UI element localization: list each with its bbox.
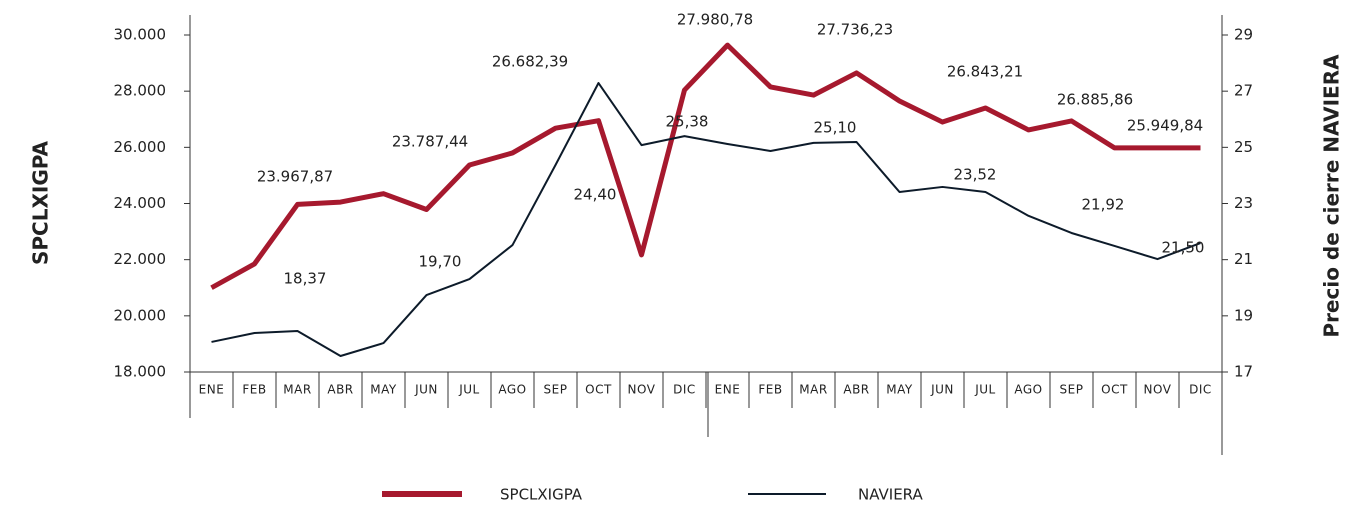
annotation: 19,70 (419, 253, 462, 271)
annotation: 26.682,39 (492, 53, 568, 71)
annotation: 25.949,84 (1127, 117, 1203, 135)
y2-axis-title: Precio de cierre NAVIERA (1320, 54, 1344, 338)
x-tick-label: SEP (544, 383, 568, 397)
x-tick-label: JUN (930, 383, 954, 397)
x-tick-label: AGO (1014, 383, 1042, 397)
x-tick-label: JUL (974, 383, 996, 397)
y-tick-label: 26.000 (114, 138, 167, 156)
x-tick-label: FEB (242, 383, 266, 397)
x-tick-label: MAR (799, 383, 827, 397)
y-tick-label: 18.000 (114, 363, 167, 381)
y2-tick-label: 23 (1234, 194, 1253, 212)
legend-label: NAVIERA (858, 486, 923, 504)
annotation: 26.843,21 (947, 63, 1023, 81)
y-tick-label: 20.000 (114, 306, 167, 324)
legend-label: SPCLXIGPA (500, 486, 583, 504)
x-tick-label: ENE (715, 383, 741, 397)
annotation: 25,38 (666, 113, 709, 131)
y2-tick-label: 29 (1234, 26, 1253, 44)
series-line (211, 82, 1201, 357)
y-tick-label: 22.000 (114, 250, 167, 268)
x-tick-label: JUL (458, 383, 480, 397)
annotation: 23.787,44 (392, 133, 468, 151)
annotation: 26.885,86 (1057, 91, 1133, 109)
annotation: 24,40 (574, 186, 617, 204)
x-tick-label: NOV (1144, 383, 1172, 397)
x-tick-label: MAR (283, 383, 311, 397)
y2-tick-label: 25 (1234, 138, 1253, 156)
x-tick-label: DIC (673, 383, 696, 397)
y2-tick-label: 27 (1234, 82, 1253, 100)
y-tick-label: 24.000 (114, 194, 167, 212)
x-tick-label: ABR (843, 383, 869, 397)
y-axis-title: SPCLXIGPA (29, 140, 53, 265)
x-tick-label: FEB (758, 383, 782, 397)
x-tick-label: OCT (585, 383, 612, 397)
x-tick-label: ENE (199, 383, 225, 397)
series-line (210, 42, 1201, 290)
y2-tick-label: 17 (1234, 363, 1253, 381)
y-tick-label: 30.000 (114, 26, 167, 44)
x-tick-label: JUN (414, 383, 438, 397)
x-tick-label: NOV (628, 383, 656, 397)
annotation: 21,50 (1162, 239, 1205, 257)
annotation: 27.980,78 (677, 11, 753, 29)
x-tick-label: DIC (1189, 383, 1212, 397)
x-tick-label: OCT (1101, 383, 1128, 397)
x-tick-label: ABR (327, 383, 353, 397)
annotation: 23,52 (954, 166, 997, 184)
annotation: 23.967,87 (257, 168, 333, 186)
annotation: 27.736,23 (817, 21, 893, 39)
x-tick-label: MAY (886, 383, 913, 397)
annotation: 21,92 (1082, 196, 1125, 214)
y2-tick-label: 19 (1234, 306, 1253, 324)
x-tick-label: AGO (498, 383, 526, 397)
y-tick-label: 28.000 (114, 82, 167, 100)
annotation: 18,37 (284, 270, 327, 288)
annotation: 25,10 (814, 119, 857, 137)
x-tick-label: MAY (370, 383, 397, 397)
x-tick-label: SEP (1060, 383, 1084, 397)
y2-tick-label: 21 (1234, 250, 1253, 268)
